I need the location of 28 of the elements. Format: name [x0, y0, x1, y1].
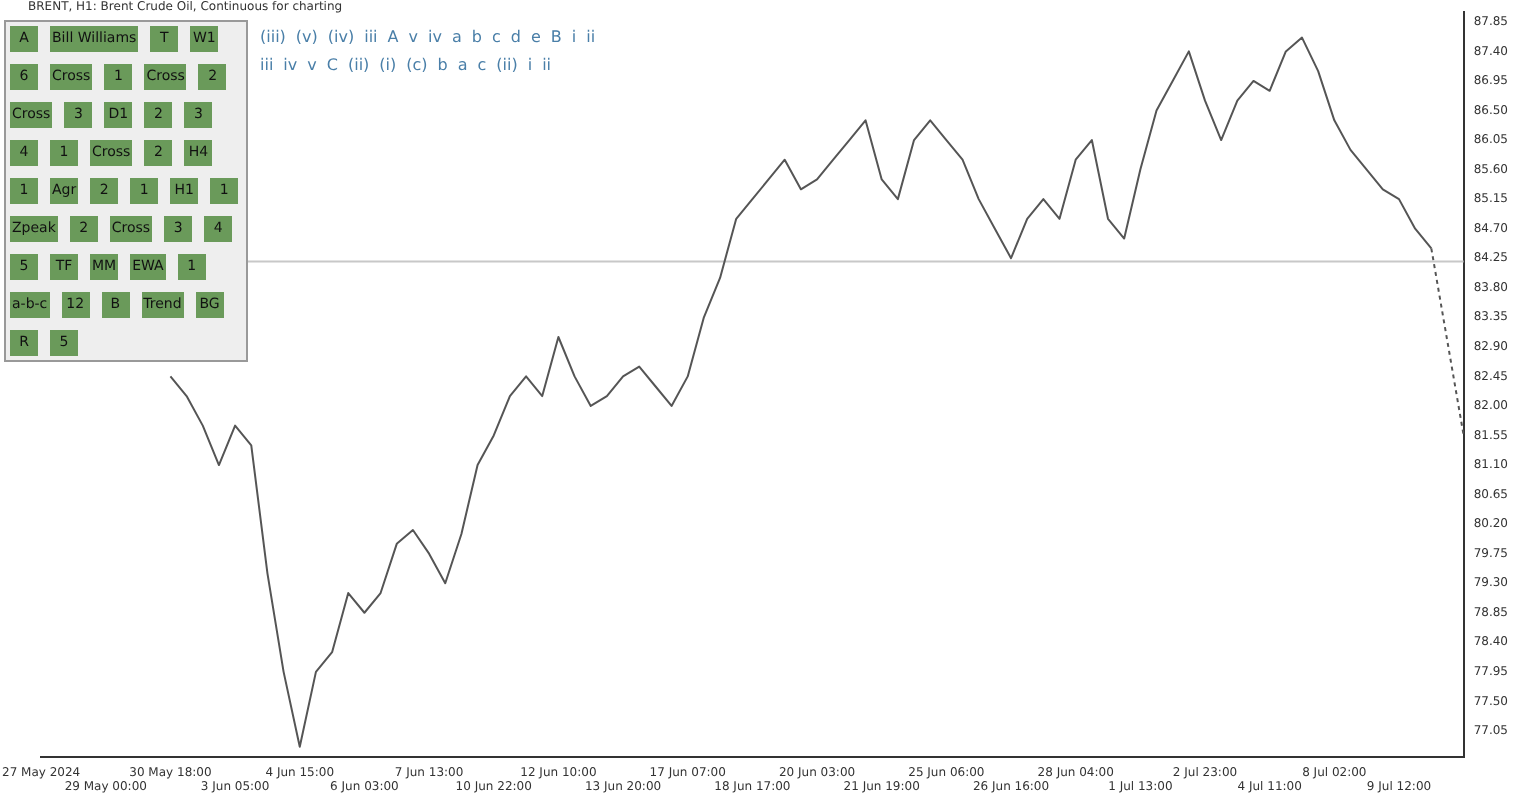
annotation: C — [326, 56, 338, 74]
annotation: iv — [283, 56, 298, 74]
annotation: v — [307, 56, 317, 74]
annotation: e — [530, 28, 541, 46]
annotation: c — [491, 28, 501, 46]
annotation: i — [527, 56, 533, 74]
annotation: (v) — [295, 28, 318, 46]
annotation: b — [471, 28, 482, 46]
annotation: a — [451, 28, 462, 46]
annotation: v — [408, 28, 418, 46]
annotation: ii — [542, 56, 552, 74]
annotation: iv — [428, 28, 442, 46]
annotation: (c) — [406, 56, 428, 74]
annotation: A — [387, 28, 399, 46]
annotation: i — [571, 28, 577, 46]
annotation: B — [550, 28, 562, 46]
annotation: ii — [586, 28, 596, 46]
annotation: (ii) — [347, 56, 370, 74]
annotation: (ii) — [496, 56, 518, 74]
annotation: iii — [260, 56, 274, 74]
annotation: c — [477, 56, 487, 74]
annotation: iii — [364, 28, 378, 46]
annotation: d — [510, 28, 521, 46]
annotation: (iii) — [260, 28, 286, 46]
annotation: b — [437, 56, 448, 74]
annotation: (i) — [379, 56, 397, 74]
annotation: (iv) — [327, 28, 355, 46]
annotation: a — [457, 56, 468, 74]
